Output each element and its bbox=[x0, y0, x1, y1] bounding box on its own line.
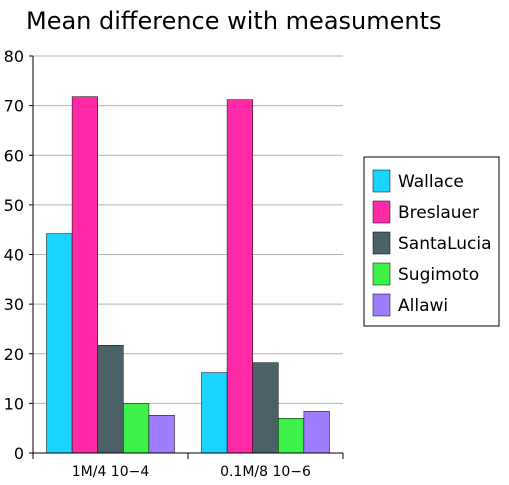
legend-label-breslauer: Breslauer bbox=[398, 203, 479, 223]
bar-sugimoto-1 bbox=[278, 418, 305, 454]
legend-swatch-allawi bbox=[372, 293, 391, 317]
bar-breslauer-0 bbox=[71, 96, 98, 454]
y-tick-label: 50 bbox=[4, 196, 24, 215]
bar-wallace-1 bbox=[201, 372, 228, 454]
bar-santalucia-1 bbox=[252, 362, 279, 454]
legend-label-allawi: Allawi bbox=[398, 296, 448, 316]
y-tick-label: 30 bbox=[4, 295, 24, 314]
y-tick-label: 0 bbox=[14, 444, 24, 463]
x-category-label: 0.1M/8 10−6 bbox=[220, 464, 311, 480]
y-tick-label: 70 bbox=[4, 97, 24, 116]
y-tick-label: 60 bbox=[4, 146, 24, 165]
chart-title: Mean difference with measuments bbox=[26, 7, 442, 35]
x-axis-categories: 1M/4 10−4 0.1M/8 10−6 bbox=[72, 464, 311, 480]
legend-swatch-sugimoto bbox=[372, 262, 391, 286]
bar-santalucia-0 bbox=[97, 345, 124, 454]
y-tick-label: 20 bbox=[4, 345, 24, 364]
y-tick-label: 80 bbox=[4, 47, 24, 66]
bar-allawi-0 bbox=[148, 415, 175, 454]
y-tick-label: 40 bbox=[4, 246, 24, 265]
bar-breslauer-1 bbox=[226, 99, 253, 454]
legend-label-sugimoto: Sugimoto bbox=[398, 265, 479, 285]
axes bbox=[29, 55, 344, 459]
bar-allawi-1 bbox=[303, 411, 330, 454]
legend-swatch-santalucia bbox=[372, 231, 391, 255]
x-category-label: 1M/4 10−4 bbox=[72, 464, 150, 480]
legend-swatch-breslauer bbox=[372, 200, 391, 224]
y-axis-ticks: 0 10 20 30 40 50 60 70 80 bbox=[4, 47, 24, 463]
bar-sugimoto-0 bbox=[123, 403, 150, 454]
y-tick-label: 10 bbox=[4, 394, 24, 413]
bars bbox=[46, 96, 330, 454]
legend-label-wallace: Wallace bbox=[398, 172, 464, 192]
bar-wallace-0 bbox=[46, 233, 73, 454]
legend: Wallace Breslauer SantaLucia Sugimoto Allawi bbox=[363, 156, 500, 327]
legend-swatch-wallace bbox=[372, 169, 391, 193]
legend-label-santalucia: SantaLucia bbox=[398, 234, 492, 254]
